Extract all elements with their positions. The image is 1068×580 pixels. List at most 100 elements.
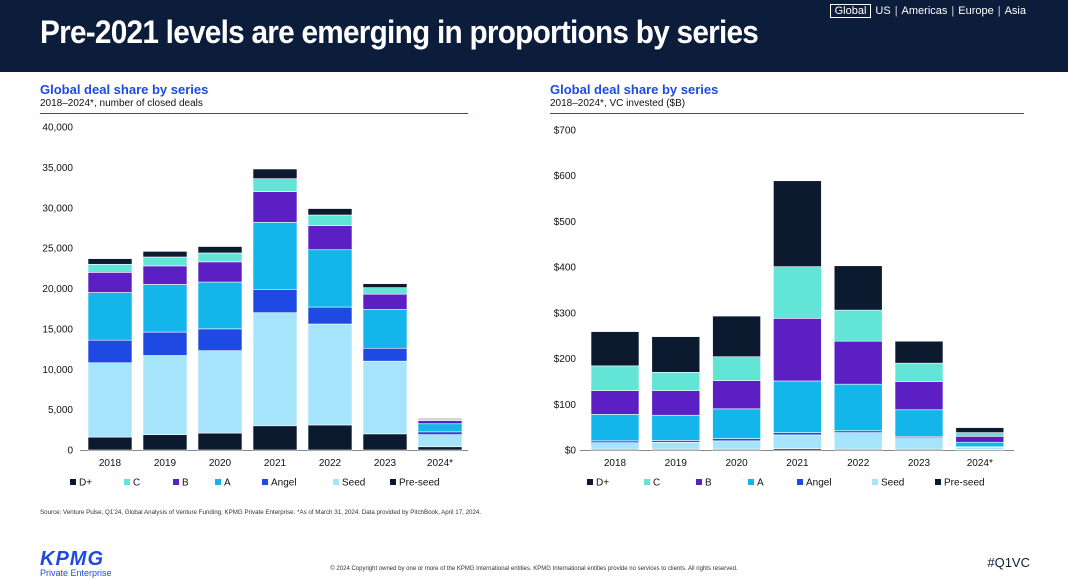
- logo-subtitle: Private Enterprise: [40, 568, 112, 578]
- legend-label-a: A: [224, 478, 231, 489]
- legend-label-seed: Seed: [342, 478, 365, 489]
- region-tab-asia[interactable]: Asia: [1004, 5, 1026, 17]
- legend-label-pre-seed: Pre-seed: [399, 478, 440, 489]
- bar-segment-b-2023: [362, 293, 408, 310]
- bar-segment-angel-2023: [362, 347, 408, 362]
- bar-segment-angel-2021: [252, 289, 298, 314]
- y-tick-label: 15,000: [42, 324, 73, 335]
- kpmg-logo: KPMG Private Enterprise: [40, 549, 112, 578]
- y-tick-label: 5,000: [48, 405, 73, 416]
- region-tab-global[interactable]: Global: [829, 4, 872, 18]
- region-tab-europe[interactable]: Europe: [958, 5, 994, 17]
- x-tick-label: 2021: [264, 458, 287, 469]
- bar-segment-b-2021: [252, 191, 298, 223]
- bar-segment-a-2018: [87, 292, 133, 341]
- bar-segment-angel-2024: [417, 431, 463, 435]
- x-tick-label: 2019: [154, 458, 177, 469]
- bar-segment-d-2022: [307, 208, 353, 216]
- bar-segment-pre-seed-2021: [252, 425, 298, 451]
- bar-segment-pre-seed-2018: [87, 436, 133, 451]
- legend-swatch-seed: [333, 479, 339, 485]
- y-tick-label: 25,000: [42, 244, 73, 255]
- bar-segment-angel-2018: [87, 339, 133, 364]
- bar-segment-a-2024: [417, 423, 463, 433]
- y-tick-label: 35,000: [42, 163, 73, 174]
- bar-segment-b-2020: [197, 261, 243, 283]
- page-title: Pre-2021 levels are emerging in proporti…: [40, 14, 759, 50]
- bar-segment-angel-2022: [307, 306, 353, 325]
- bar-segment-angel-2019: [142, 331, 188, 356]
- region-tab-us[interactable]: US: [875, 5, 891, 17]
- y-tick-label: 40,000: [42, 123, 73, 134]
- x-tick-label: 2022: [319, 458, 342, 469]
- x-tick-label: 2023: [374, 458, 397, 469]
- logo-wordmark: KPMG: [40, 548, 104, 570]
- bar-segment-pre-seed-2020: [197, 432, 243, 451]
- chart-subtitle: 2018–2024*, VC invested ($B): [550, 98, 686, 109]
- bar-segment-pre-seed-2022: [307, 424, 353, 451]
- header-bar: Pre-2021 levels are emerging in proporti…: [0, 0, 1068, 72]
- chart-panel-deals: Global deal share by series 2018–2024*, …: [40, 82, 468, 114]
- region-tab-americas[interactable]: Americas: [901, 5, 948, 17]
- bar-segment-c-2019: [142, 256, 188, 267]
- bar-segment-seed-2023: [362, 360, 408, 435]
- legend-swatch-b: [173, 479, 179, 485]
- bar-segment-c-2020: [197, 252, 243, 263]
- bar-segment-d-2021: [252, 168, 298, 179]
- y-tick-label: 10,000: [42, 365, 73, 376]
- x-tick-label: 2018: [99, 458, 122, 469]
- chart-subtitle: 2018–2024*, number of closed deals: [40, 98, 203, 109]
- bar-segment-pre-seed-2023: [362, 433, 408, 451]
- bar-segment-d-2020: [197, 246, 243, 254]
- legend-label-b: B: [182, 478, 189, 489]
- bar-segment-seed-2022: [307, 323, 353, 426]
- legend-label-c: C: [133, 478, 140, 489]
- bar-segment-d-2018: [87, 258, 133, 265]
- separator: |: [951, 5, 955, 17]
- y-tick-label: 20,000: [42, 284, 73, 295]
- y-tick-label: 0: [67, 446, 73, 457]
- bar-segment-c-2018: [87, 263, 133, 273]
- chart-panel-invested: Global deal share by series 2018–2024*, …: [550, 82, 1024, 114]
- bar-segment-c-2021: [252, 178, 298, 192]
- chart-divider: [40, 113, 468, 114]
- bar-segment-a-2021: [252, 221, 298, 290]
- legend-swatch-a: [215, 479, 221, 485]
- source-note: Source: Venture Pulse, Q1'24, Global Ana…: [40, 509, 482, 516]
- bar-segment-d-2019: [142, 251, 188, 258]
- separator: |: [997, 5, 1001, 17]
- hashtag-label: #Q1VC: [987, 555, 1030, 570]
- bar-segment-seed-2021: [252, 312, 298, 427]
- bar-segment-seed-2018: [87, 362, 133, 438]
- legend-label-d: D+: [79, 478, 92, 489]
- chart-title: Global deal share by series: [550, 82, 719, 97]
- separator: |: [894, 5, 898, 17]
- bar-segment-seed-2019: [142, 355, 188, 435]
- copyright-notice: © 2024 Copyright owned by one or more of…: [330, 566, 738, 572]
- bar-segment-seed-2020: [197, 350, 243, 434]
- bar-segment-pre-seed-2019: [142, 434, 188, 451]
- bar-segment-pre-seed-2024: [417, 446, 463, 451]
- bar-segment-angel-2020: [197, 328, 243, 351]
- bar-segment-c-2022: [307, 214, 353, 226]
- legend-swatch-pre-seed: [390, 479, 396, 485]
- y-tick-label: 30,000: [42, 203, 73, 214]
- bar-segment-a-2023: [362, 309, 408, 349]
- chart-divider: [550, 113, 1024, 114]
- bar-segment-a-2022: [307, 249, 353, 308]
- bar-segment-a-2020: [197, 281, 243, 330]
- bar-segment-d-2023: [362, 283, 408, 288]
- region-nav: Global US | Americas | Europe | Asia: [829, 4, 1030, 18]
- bar-segment-b-2019: [142, 265, 188, 285]
- x-tick-label: 2020: [209, 458, 232, 469]
- bar-segment-b-2024: [417, 420, 463, 425]
- legend-swatch-c: [124, 479, 130, 485]
- legend-swatch-d: [70, 479, 76, 485]
- bar-segment-b-2018: [87, 272, 133, 293]
- x-tick-label: 2024*: [427, 458, 453, 469]
- bar-segment-seed-2024: [417, 434, 463, 448]
- legend-swatch-angel: [262, 479, 268, 485]
- bar-segment-b-2022: [307, 225, 353, 251]
- legend-label-angel: Angel: [271, 478, 297, 489]
